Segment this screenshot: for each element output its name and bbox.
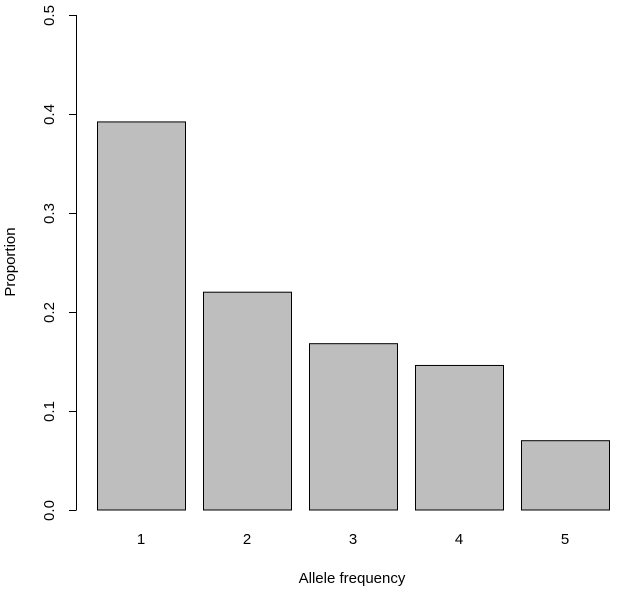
x-tick-label: 3 (349, 531, 357, 548)
x-tick-label: 5 (561, 531, 569, 548)
bar-4 (415, 364, 504, 511)
x-tick-labels: 1 2 3 4 5 (137, 531, 569, 548)
y-axis-label: Proportion (2, 227, 19, 296)
bars-group (97, 121, 610, 511)
y-tick-label: 0.0 (41, 500, 58, 521)
y-tick-label: 0.1 (41, 401, 58, 422)
x-axis-label: Allele frequency (299, 570, 406, 587)
y-tick-label: 0.4 (41, 104, 58, 125)
x-tick-label: 2 (243, 531, 251, 548)
bar-2 (203, 291, 292, 511)
y-tick-label: 0.3 (41, 203, 58, 224)
y-tick-label: 0.2 (41, 302, 58, 323)
bar-3 (309, 343, 398, 511)
x-tick-label: 1 (137, 531, 145, 548)
x-tick-label: 4 (455, 531, 463, 548)
y-tick-label: 0.5 (41, 5, 58, 26)
y-axis: 0.0 0.1 0.2 0.3 0.4 0.5 (41, 5, 77, 521)
bar-5 (521, 440, 610, 511)
bar-1 (97, 121, 186, 511)
